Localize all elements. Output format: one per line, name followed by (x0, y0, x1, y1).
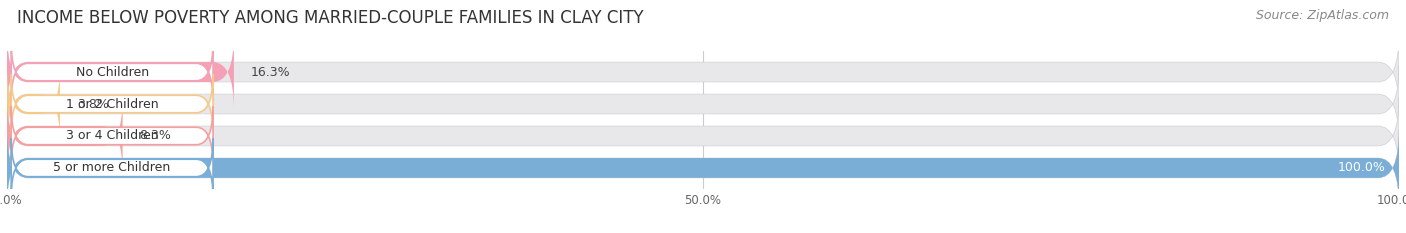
FancyBboxPatch shape (7, 98, 1399, 174)
Text: Source: ZipAtlas.com: Source: ZipAtlas.com (1256, 9, 1389, 22)
FancyBboxPatch shape (11, 42, 214, 102)
FancyBboxPatch shape (7, 130, 1399, 206)
FancyBboxPatch shape (7, 66, 60, 142)
Text: 16.3%: 16.3% (250, 65, 290, 79)
FancyBboxPatch shape (7, 66, 1399, 142)
FancyBboxPatch shape (7, 98, 122, 174)
Text: 8.3%: 8.3% (139, 130, 172, 143)
Text: No Children: No Children (76, 65, 149, 79)
Text: 3 or 4 Children: 3 or 4 Children (66, 130, 159, 143)
Text: 1 or 2 Children: 1 or 2 Children (66, 97, 159, 110)
Text: 5 or more Children: 5 or more Children (53, 161, 170, 175)
FancyBboxPatch shape (7, 34, 233, 110)
FancyBboxPatch shape (11, 74, 214, 134)
Text: INCOME BELOW POVERTY AMONG MARRIED-COUPLE FAMILIES IN CLAY CITY: INCOME BELOW POVERTY AMONG MARRIED-COUPL… (17, 9, 644, 27)
Text: 100.0%: 100.0% (1337, 161, 1385, 175)
FancyBboxPatch shape (11, 106, 214, 166)
FancyBboxPatch shape (7, 130, 1399, 206)
FancyBboxPatch shape (7, 34, 1399, 110)
FancyBboxPatch shape (11, 138, 214, 198)
Text: 3.8%: 3.8% (77, 97, 108, 110)
